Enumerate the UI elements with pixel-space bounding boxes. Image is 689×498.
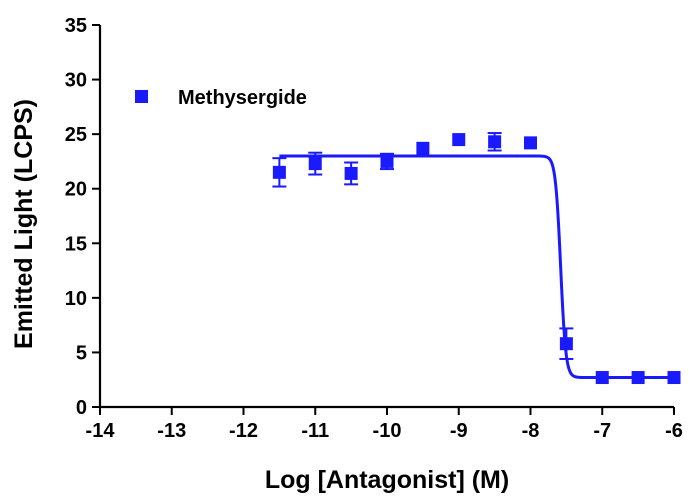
data-point xyxy=(272,165,286,179)
x-tick-label: -10 xyxy=(373,420,402,442)
data-point xyxy=(308,157,322,171)
y-tick-label: 15 xyxy=(65,233,87,255)
y-axis-ticks: 0 5 10 15 20 25 30 35 xyxy=(65,15,100,419)
x-tick-label: -14 xyxy=(86,420,116,442)
x-tick-label: -7 xyxy=(593,420,611,442)
data-point xyxy=(595,371,609,385)
x-tick-label: -8 xyxy=(522,420,540,442)
data-point xyxy=(380,154,394,168)
y-tick-label: 30 xyxy=(65,70,87,92)
data-point xyxy=(559,337,573,351)
x-tick-label: -6 xyxy=(665,420,683,442)
y-tick-label: 0 xyxy=(76,397,87,419)
x-axis-title: Log [Antagonist] (M) xyxy=(265,466,509,494)
data-point xyxy=(452,133,466,147)
y-tick-label: 20 xyxy=(65,179,87,201)
x-tick-label: -11 xyxy=(301,420,329,442)
axes: 0 5 10 15 20 25 30 35 -14 -13 -12 -11 -10 -9 -8 -7 -6 xyxy=(65,15,683,442)
legend-marker-square xyxy=(135,90,148,103)
data-point xyxy=(631,371,645,385)
data-point xyxy=(416,141,430,155)
y-axis-title: Emitted Light (LCPS) xyxy=(10,99,38,349)
x-axis-ticks: -14 -13 -12 -11 -10 -9 -8 -7 -6 xyxy=(86,407,683,442)
y-tick-label: 10 xyxy=(65,288,87,310)
fit-curve xyxy=(279,154,674,380)
legend-label: Methysergide xyxy=(178,87,307,109)
data-point xyxy=(488,135,502,149)
x-tick-label: -12 xyxy=(229,420,258,442)
data-point xyxy=(667,371,681,385)
x-tick-label: -13 xyxy=(157,420,186,442)
x-tick-label: -9 xyxy=(450,420,468,442)
data-point xyxy=(344,166,358,180)
data-point xyxy=(524,136,537,150)
y-tick-label: 5 xyxy=(76,342,87,364)
legend: Methysergide xyxy=(135,87,307,109)
y-tick-label: 35 xyxy=(65,15,87,37)
y-tick-label: 25 xyxy=(65,124,87,146)
plot-area xyxy=(272,132,681,385)
